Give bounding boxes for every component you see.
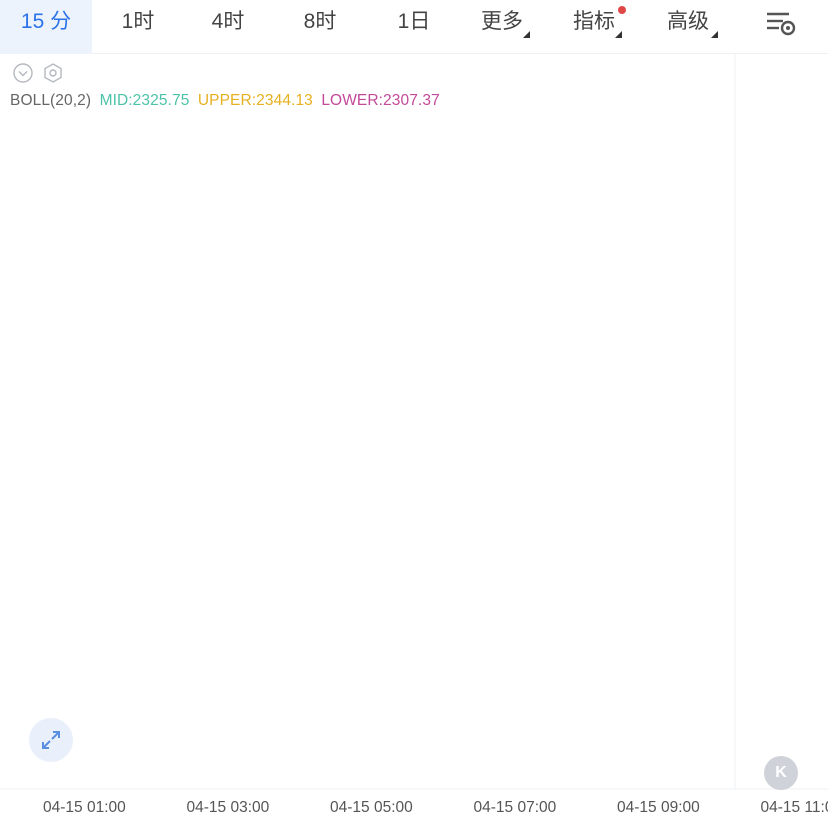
tab-label: 1时 bbox=[121, 10, 155, 33]
tab-label: 15 分 bbox=[20, 10, 72, 33]
dropdown-caret-icon bbox=[615, 31, 622, 38]
tab-1d[interactable]: 1日 bbox=[384, 0, 444, 54]
tab-label: 1日 bbox=[397, 10, 431, 33]
dropdown-caret-icon bbox=[711, 31, 718, 38]
price-axis-panel bbox=[735, 54, 828, 822]
boll-upper-value: UPPER:2344.13 bbox=[197, 92, 313, 109]
chevron-left-icon[interactable]: K bbox=[764, 756, 798, 790]
dropdown-caret-icon bbox=[523, 31, 530, 38]
tab-4h[interactable]: 4时 bbox=[198, 0, 258, 54]
chart-settings-icon[interactable] bbox=[764, 9, 798, 37]
timeframe-tabbar: 15 分 1时 4时 8时 1日 更多 指标 高级 bbox=[0, 0, 828, 54]
x-tick-label: 04-15 01:00 bbox=[43, 799, 126, 816]
x-tick-label: 04-15 03:00 bbox=[187, 799, 270, 816]
indicator-settings-icon[interactable] bbox=[42, 62, 64, 84]
x-tick-label: 04-15 07:00 bbox=[474, 799, 557, 816]
tab-label: 4时 bbox=[211, 10, 245, 33]
notification-dot bbox=[618, 6, 626, 14]
tab-indicators[interactable]: 指标 bbox=[568, 0, 626, 54]
x-tick-label: 04-15 05:00 bbox=[330, 799, 413, 816]
tab-8h[interactable]: 8时 bbox=[290, 0, 350, 54]
tab-label: 指标 bbox=[573, 10, 615, 33]
collapse-icon[interactable] bbox=[12, 62, 34, 84]
tab-1h[interactable]: 1时 bbox=[108, 0, 168, 54]
tab-more[interactable]: 更多 bbox=[476, 0, 530, 54]
boll-legend: BOLL(20,2) MID:2325.75 UPPER:2344.13 LOW… bbox=[10, 92, 444, 110]
expand-button[interactable] bbox=[29, 718, 73, 762]
boll-mid-value: MID:2325.75 bbox=[99, 92, 190, 109]
tab-advanced[interactable]: 高级 bbox=[660, 0, 718, 54]
tab-15min[interactable]: 15 分 bbox=[0, 0, 92, 54]
boll-lower-value: LOWER:2307.37 bbox=[321, 92, 440, 109]
tab-label: 高级 bbox=[667, 10, 709, 33]
expand-icon bbox=[42, 731, 60, 749]
boll-name: BOLL(20,2) bbox=[10, 92, 92, 109]
tab-label: 8时 bbox=[303, 10, 337, 33]
tab-label: 更多 bbox=[481, 10, 523, 33]
x-tick-label: 04-15 11:00 bbox=[761, 799, 828, 816]
x-tick-label: 04-15 09:00 bbox=[617, 799, 700, 816]
